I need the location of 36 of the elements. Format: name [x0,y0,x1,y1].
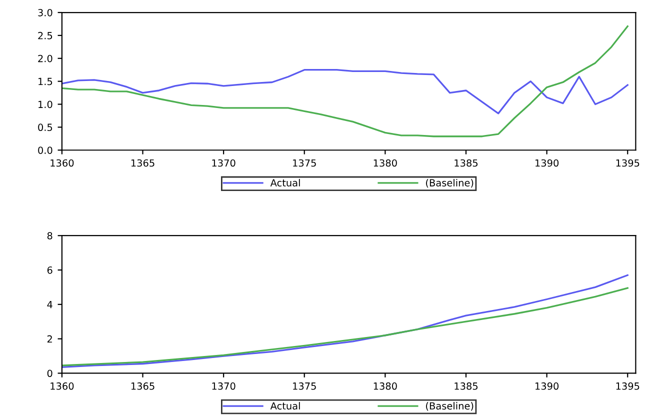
line-series [62,25,628,138]
x-tick-label: 1370 [212,159,236,167]
y-tick-label: 8 [47,232,52,240]
x-tick-label: 1380 [374,159,397,167]
y-tick-label: 2 [47,335,52,343]
y-tick-label: 0 [47,370,52,378]
x-tick-label: 1385 [454,382,478,390]
y-tick-label: 2.5 [38,32,52,40]
x-tick-label: 1375 [293,382,316,390]
x-tick-label: 1360 [50,382,74,390]
x-tick-label: 1365 [131,159,154,167]
x-tick-label: 1360 [50,159,74,167]
x-tick-label: 1375 [293,159,316,167]
line-series [62,274,628,368]
x-tick-label: 1395 [616,382,640,390]
y-tick-label: 1.5 [38,78,52,86]
x-tick-label: 1390 [536,159,559,167]
x-tick-label: 1385 [454,159,478,167]
line-series [62,287,628,366]
legend-label: Actual [270,402,300,410]
x-tick-label: 1365 [131,382,154,390]
y-tick-label: 0.5 [38,124,52,132]
y-tick-label: 1.0 [38,100,52,108]
x-tick-label: 1380 [374,382,397,390]
x-tick-label: 1370 [212,382,236,390]
legend-label: (Baseline) [426,402,474,411]
legend-label: (Baseline) [426,178,474,188]
legend-label: Actual [270,178,300,186]
y-tick-label: 2.0 [38,54,52,62]
x-tick-label: 1395 [616,159,640,167]
y-tick-label: 3.0 [38,8,52,16]
y-tick-label: 0.0 [38,146,52,154]
x-tick-label: 1390 [536,382,559,390]
y-tick-label: 4 [47,301,52,308]
line-series [62,69,628,114]
y-tick-label: 6 [47,266,52,274]
